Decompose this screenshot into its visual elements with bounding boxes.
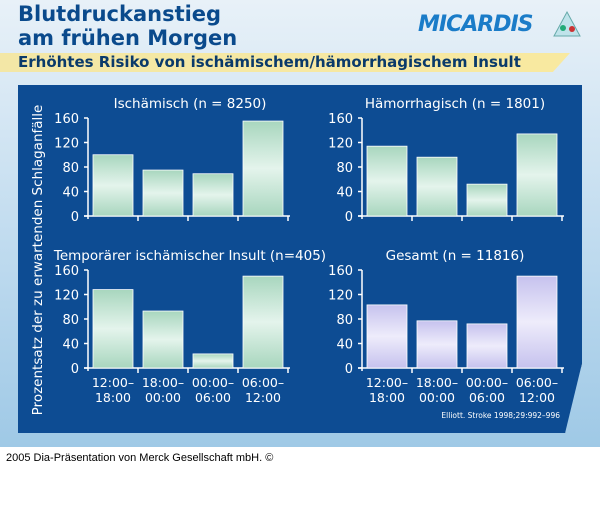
x-tick-label: 18:00 xyxy=(95,390,131,405)
bar xyxy=(242,120,284,217)
micardis-logo: MICARDIS xyxy=(418,12,533,37)
x-tick-label: 18:00 xyxy=(369,390,405,405)
x-tick-label: 06:00– xyxy=(516,375,558,390)
y-tick-label: 120 xyxy=(328,137,353,152)
citation: Elliott. Stroke 1998;29:992–996 xyxy=(441,411,560,420)
y-tick-label: 40 xyxy=(62,186,79,201)
y-tick-label: 80 xyxy=(62,161,79,176)
chart-title: Gesamt (n = 11816) xyxy=(386,248,525,264)
y-tick-label: 120 xyxy=(328,289,353,304)
y-tick-label: 160 xyxy=(328,264,353,279)
y-tick-label: 0 xyxy=(345,362,353,377)
bar xyxy=(366,145,408,217)
chart-title: Ischämisch (n = 8250) xyxy=(114,96,267,112)
x-tick-label: 00:00– xyxy=(192,375,234,390)
title-line-1: Blutdruckanstieg xyxy=(18,2,222,26)
footer: 2005 Dia-Präsentation von Merck Gesellsc… xyxy=(6,452,274,464)
x-tick-label: 12:00 xyxy=(245,390,281,405)
charts-svg: Ischämisch (n = 8250) 0 40 80 120 160 Hämorrha… xyxy=(30,96,564,420)
bar xyxy=(192,173,234,217)
bar xyxy=(92,154,134,217)
y-tick-label: 120 xyxy=(54,289,79,304)
y-tick-label: 0 xyxy=(71,362,79,377)
x-tick-label: 12:00 xyxy=(519,390,555,405)
x-tick-label: 00:00 xyxy=(419,390,455,405)
x-tick-label: 06:00 xyxy=(195,390,231,405)
chart-title: Temporärer ischämischer Insult (n=405) xyxy=(53,248,326,264)
bar xyxy=(142,169,184,217)
y-tick-label: 40 xyxy=(336,186,353,201)
logo-mark-icon xyxy=(553,10,581,37)
y-tick-label: 40 xyxy=(62,338,79,353)
bar xyxy=(366,304,408,369)
bar xyxy=(92,289,134,369)
x-tick-label: 00:00 xyxy=(145,390,181,405)
y-tick-label: 160 xyxy=(328,112,353,127)
y-tick-label: 160 xyxy=(54,264,79,279)
y-tick-label: 0 xyxy=(71,210,79,225)
subtitle: Erhöhtes Risiko von ischämischem/hämorrh… xyxy=(18,53,521,71)
x-tick-label: 18:00– xyxy=(416,375,458,390)
subtitle-banner xyxy=(0,53,570,72)
y-axis-label: Prozentsatz der zu erwartenden Schlaganf… xyxy=(30,105,46,416)
y-tick-label: 80 xyxy=(62,313,79,328)
title-line-2: am frühen Morgen xyxy=(18,26,238,50)
bar xyxy=(466,323,508,369)
x-tick-label: 12:00– xyxy=(92,375,134,390)
bar xyxy=(416,156,458,217)
y-tick-label: 0 xyxy=(345,210,353,225)
bar xyxy=(466,183,508,217)
y-tick-label: 40 xyxy=(336,338,353,353)
y-tick-label: 160 xyxy=(54,112,79,127)
slide: Blutdruckanstieg am frühen Morgen MICARD… xyxy=(0,0,600,447)
x-tick-label: 00:00– xyxy=(466,375,508,390)
slide-title: Blutdruckanstieg am frühen Morgen xyxy=(18,2,237,50)
x-tick-label: 06:00 xyxy=(469,390,505,405)
chart-title: Hämorrhagisch (n = 1801) xyxy=(365,96,545,112)
bar xyxy=(416,320,458,369)
chart-panel xyxy=(18,85,582,433)
bar xyxy=(192,353,234,369)
bar xyxy=(516,275,558,369)
bar xyxy=(142,310,184,369)
y-tick-label: 80 xyxy=(336,161,353,176)
bar xyxy=(516,133,558,217)
x-tick-label: 12:00– xyxy=(366,375,408,390)
x-tick-label: 06:00– xyxy=(242,375,284,390)
y-tick-label: 120 xyxy=(54,137,79,152)
bar xyxy=(242,275,284,369)
y-tick-label: 80 xyxy=(336,313,353,328)
x-tick-label: 18:00– xyxy=(142,375,184,390)
